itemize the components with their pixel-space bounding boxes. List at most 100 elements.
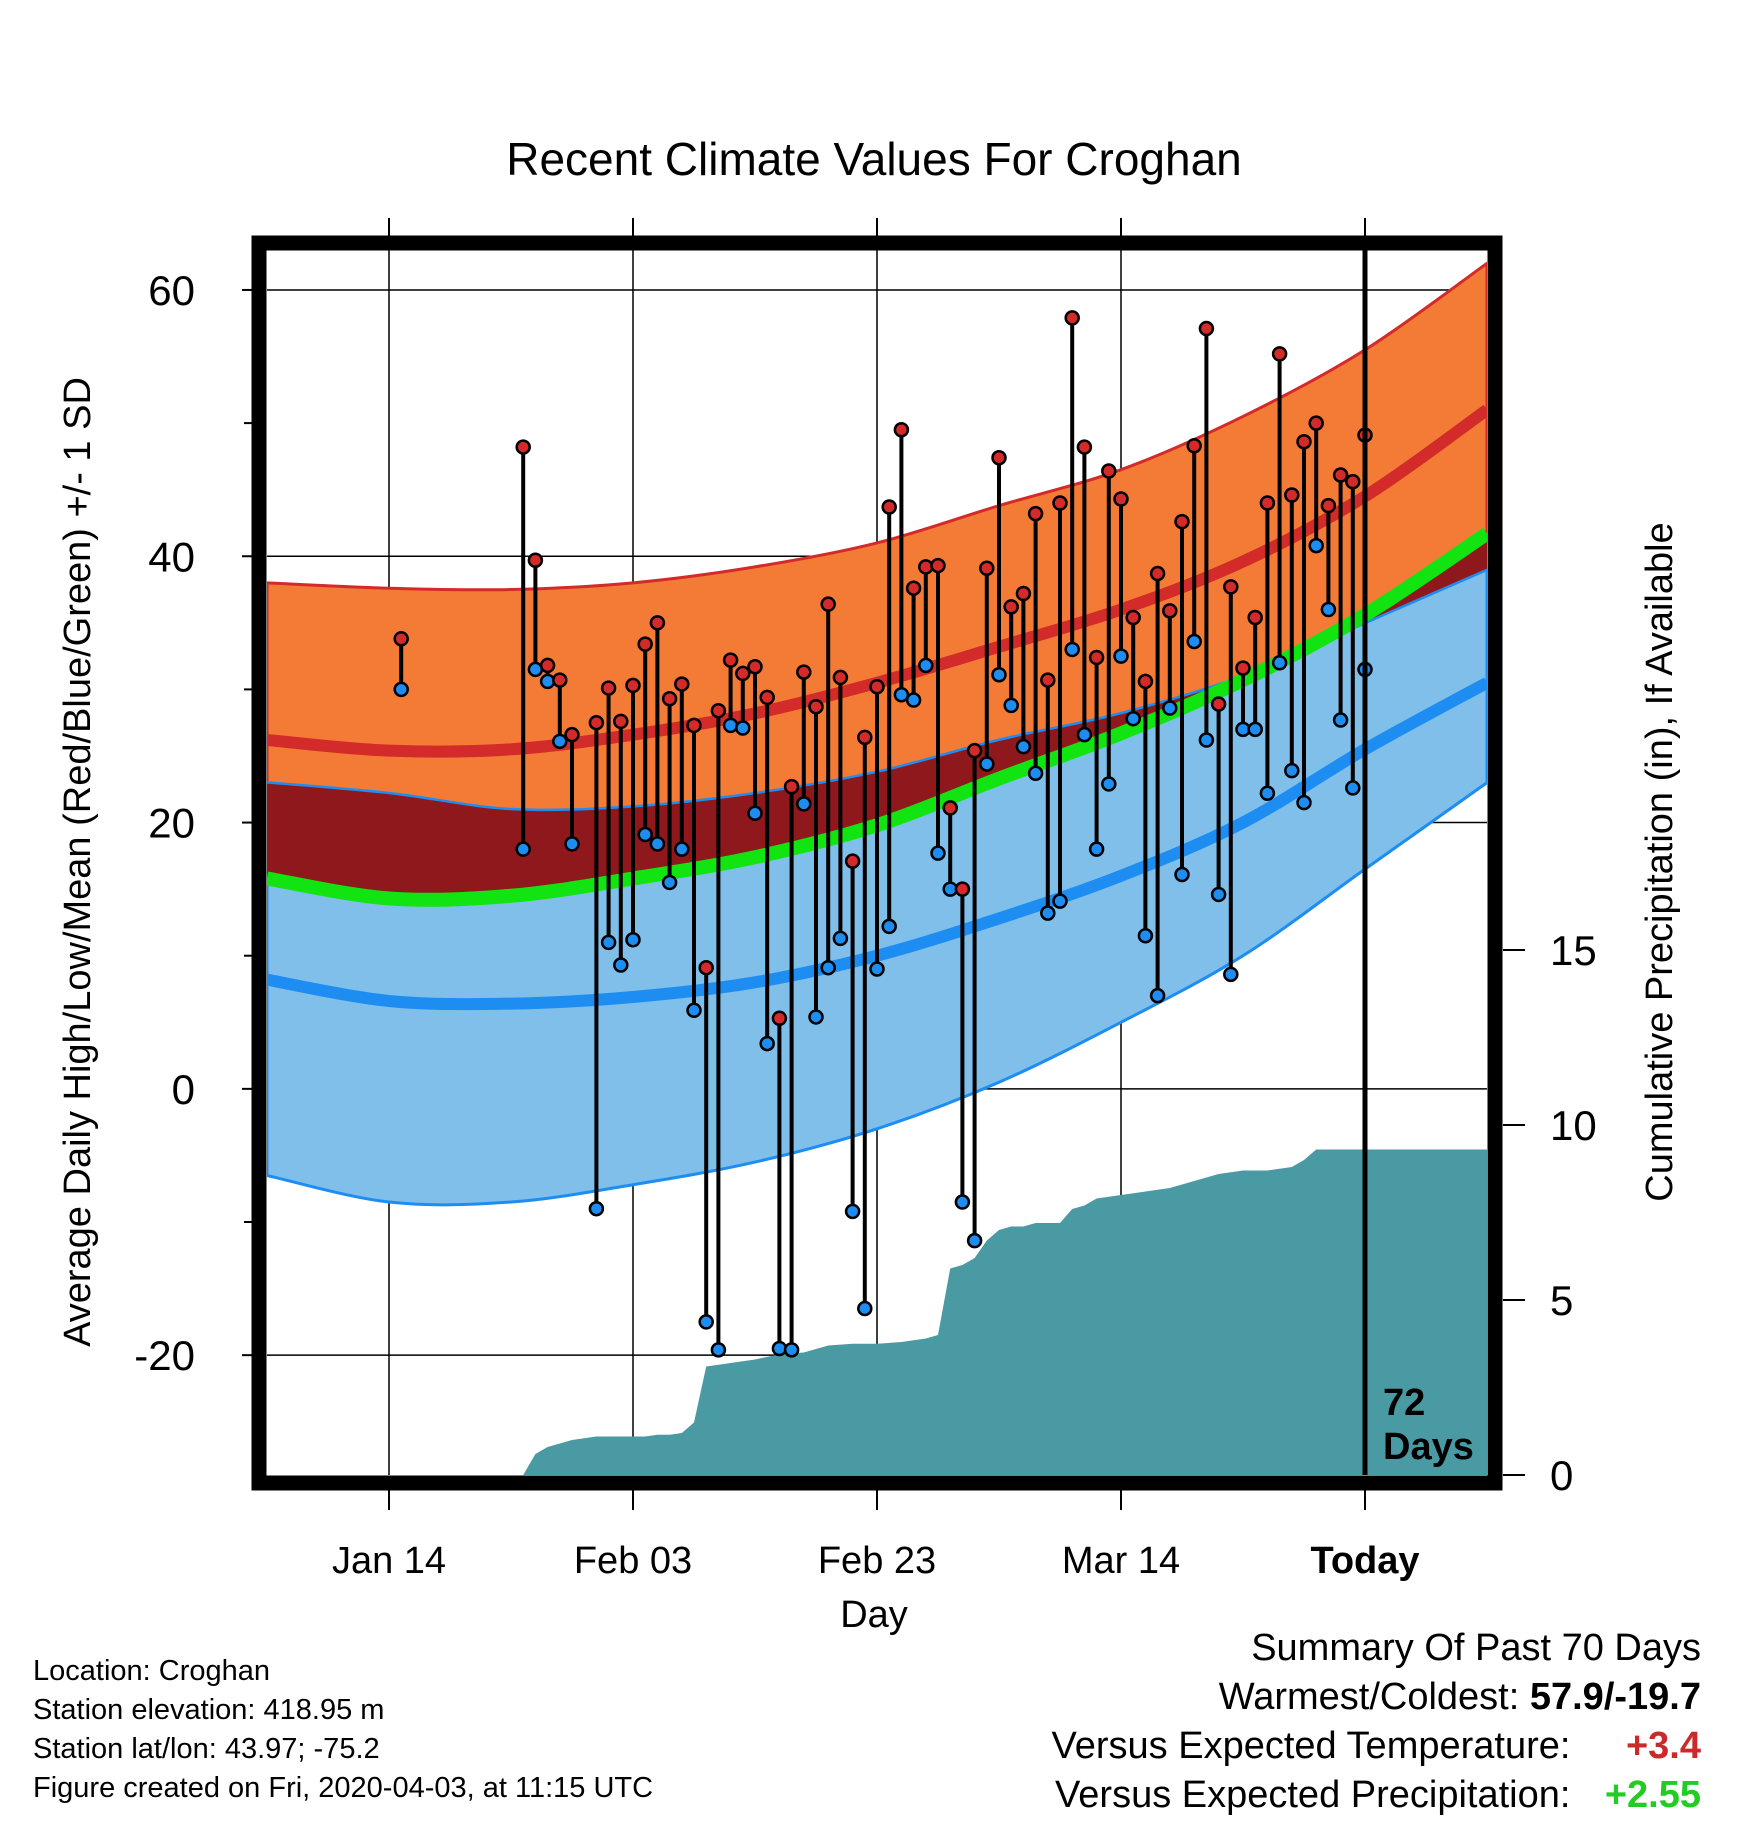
today-days-label: 72 Days (1383, 1382, 1474, 1468)
daily-low-point (1247, 721, 1263, 738)
y-tick-label: 0 (172, 1066, 195, 1113)
daily-high-point (1088, 649, 1105, 666)
daily-low-point (1027, 765, 1044, 782)
daily-low-point (661, 874, 678, 891)
precip-value: +2.55 (1604, 1774, 1701, 1816)
daily-low-point (674, 841, 690, 857)
daily-low-point (1113, 648, 1129, 664)
daily-high-point (637, 636, 653, 652)
daily-low-point (991, 667, 1007, 683)
info-location: Location: Croghan (33, 1655, 270, 1687)
daily-low-point (1210, 886, 1227, 903)
daily-high-point (564, 726, 580, 743)
daily-low-point (1186, 633, 1202, 650)
daily-low-point (613, 957, 629, 973)
daily-high-point (881, 499, 897, 515)
daily-low-point (747, 805, 763, 821)
daily-high-point (674, 676, 690, 692)
axes: -20 0 20 40 60 0 5 10 15 Jan 14 Feb 03 Feb 23 Mar 14… (134, 218, 1597, 1582)
daily-high-point (1052, 495, 1068, 511)
daily-low-point (735, 720, 751, 736)
daily-low-point (1174, 866, 1190, 883)
daily-high-point (1040, 672, 1056, 688)
daily-high-point (869, 678, 885, 695)
daily-low-point (905, 692, 922, 708)
daily-low-point (1271, 655, 1288, 671)
daily-high-point (1284, 487, 1300, 503)
daily-low-point (722, 717, 739, 734)
precip-label: Versus Expected Precipitation: (1055, 1774, 1571, 1816)
daily-high-point (1296, 433, 1312, 450)
daily-low-point (1101, 776, 1117, 792)
daily-high-point (1137, 673, 1154, 690)
daily-high-point (783, 778, 800, 795)
daily-high-point (832, 669, 849, 686)
daily-high-point (905, 580, 922, 596)
daily-high-point (747, 659, 763, 675)
daily-high-point (954, 881, 971, 897)
daily-low-point (552, 733, 568, 750)
daily-low-point (1003, 697, 1019, 714)
daily-low-point (1162, 700, 1178, 716)
daily-markers (393, 250, 1373, 1475)
daily-low-point (564, 836, 580, 852)
daily-low-point (1332, 712, 1349, 728)
precipitation-fill (523, 1149, 1487, 1475)
daily-low-point (686, 1002, 702, 1019)
daily-low-point (1284, 762, 1300, 779)
daily-low-point (539, 673, 556, 690)
daily-high-point (808, 698, 824, 715)
daily-high-point (722, 652, 739, 668)
warmest-coldest-label: Warmest/Coldest: (1218, 1676, 1520, 1718)
daily-high-point (1162, 603, 1178, 619)
daily-high-point (991, 449, 1007, 466)
daily-low-point (1296, 794, 1312, 811)
daily-high-point (930, 557, 946, 574)
daily-low-point (759, 1035, 775, 1052)
daily-high-point (588, 714, 605, 731)
daily-low-point (649, 836, 666, 852)
daily-high-point (661, 690, 678, 707)
daily-low-point (1125, 710, 1141, 727)
daily-low-point (857, 1300, 873, 1317)
daily-low-point (1015, 738, 1032, 755)
daily-high-point (515, 439, 531, 455)
y-tick-label: -20 (134, 1332, 195, 1379)
daily-low-point (1223, 966, 1239, 983)
daily-high-point (393, 631, 409, 647)
daily-low-point (1040, 905, 1056, 921)
daily-high-point (844, 853, 861, 869)
y2-tick-label: 15 (1550, 927, 1597, 974)
x-tick-label: Mar 14 (1062, 1540, 1180, 1582)
daily-high-point (1210, 696, 1227, 712)
y-tick-label: 40 (148, 533, 195, 580)
daily-low-point (393, 681, 409, 698)
info-elevation: Station elevation: 418.95 m (33, 1694, 385, 1726)
info-created: Figure created on Fri, 2020-04-03, at 11… (33, 1772, 654, 1804)
y2-axis-label: Cumulative Precipitation (in), If Availa… (1639, 522, 1681, 1201)
daily-high-point (1076, 439, 1093, 455)
daily-high-point (1003, 599, 1019, 615)
x-axis-label: Day (840, 1594, 908, 1636)
daily-low-point (979, 756, 995, 772)
daily-low-point (1076, 726, 1093, 743)
y-tick-label: 60 (148, 267, 195, 314)
warmest-coldest-value: 57.9/-19.7 (1529, 1676, 1701, 1718)
daily-high-point (552, 672, 568, 688)
daily-high-point (1332, 467, 1349, 483)
today-days-line: Days (1383, 1426, 1474, 1468)
daily-low-point (637, 826, 653, 843)
daily-high-point (1235, 660, 1251, 676)
daily-high-point (796, 664, 812, 680)
daily-low-point (1052, 893, 1068, 909)
daily-high-point (759, 689, 775, 706)
summary-precipitation: Versus Expected Precipitation: +2.55 (1052, 1775, 1701, 1815)
daily-high-point (600, 680, 617, 696)
daily-high-point (1247, 609, 1263, 626)
daily-high-point (1271, 346, 1288, 362)
daily-low-point (1088, 841, 1105, 857)
daily-high-point (613, 713, 629, 730)
daily-low-point (1198, 732, 1215, 748)
daily-high-point (1174, 513, 1190, 530)
